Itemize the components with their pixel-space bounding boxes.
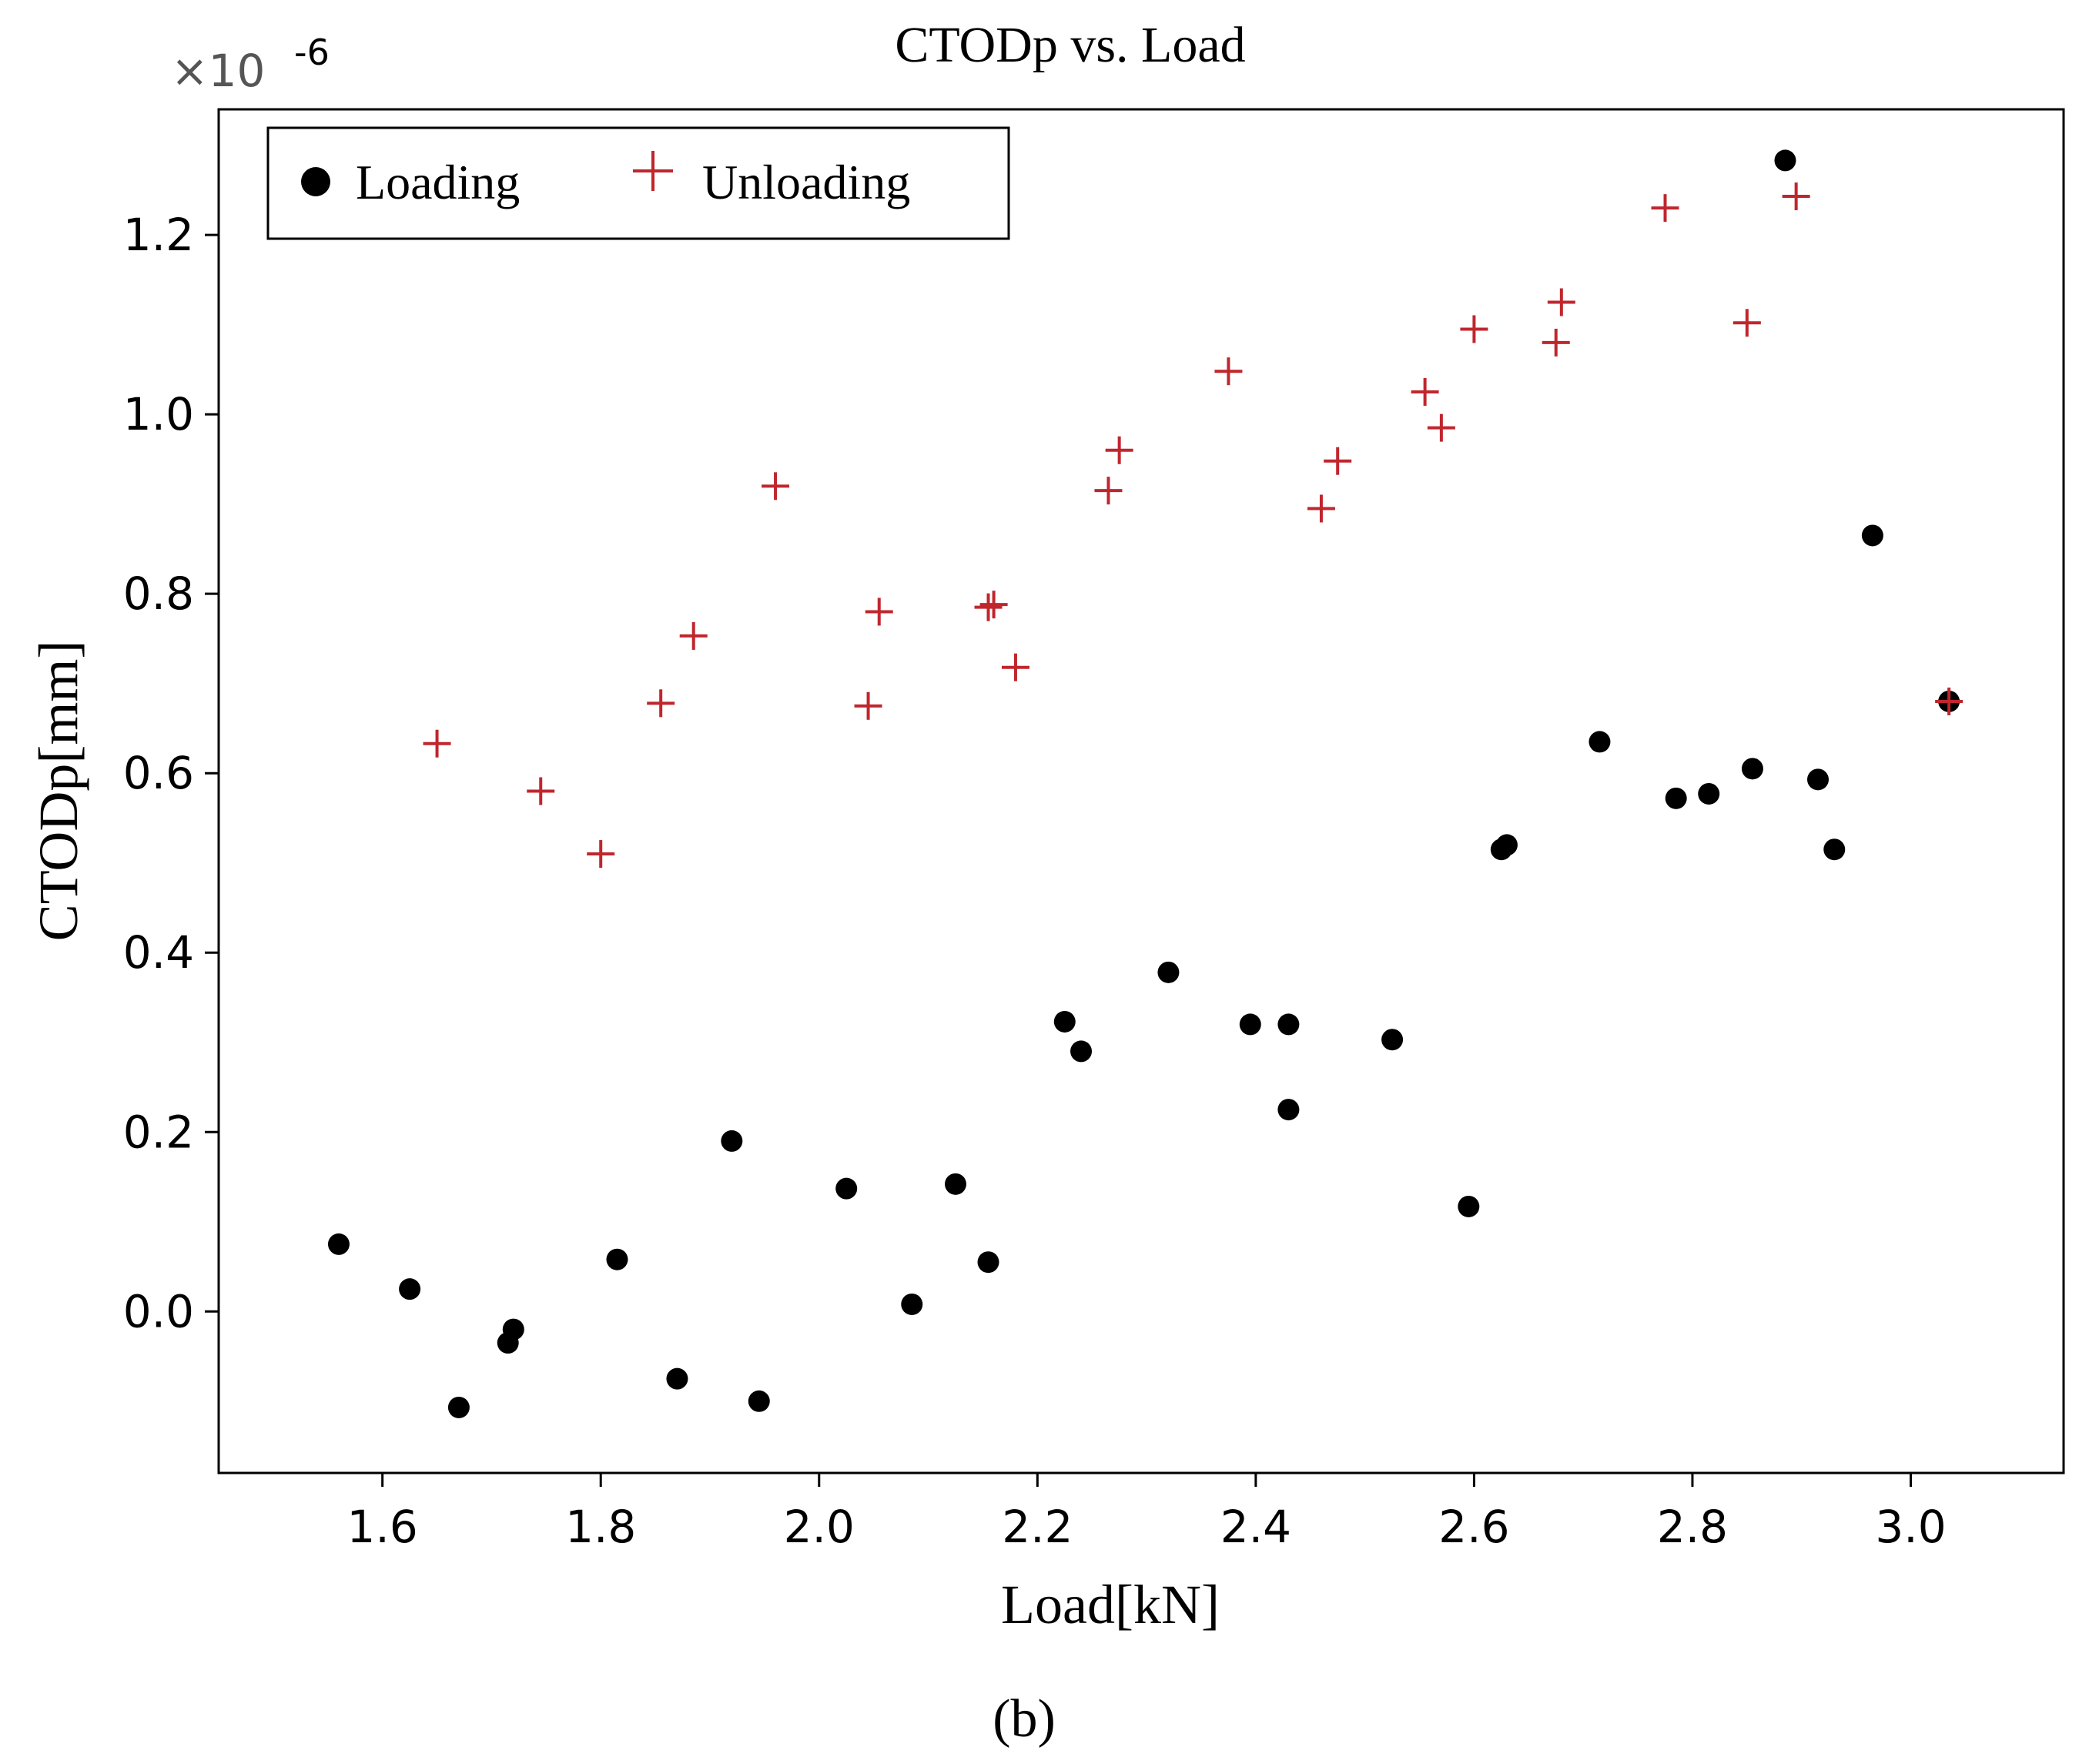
y-tick-label: 0.6 (123, 747, 194, 799)
x-tick-label: 2.8 (1657, 1501, 1728, 1553)
unloading-point (1001, 653, 1029, 681)
unloading-point (979, 591, 1008, 619)
y-tick-label: 1.2 (123, 209, 194, 261)
loading-point (666, 1367, 688, 1390)
y-multiplier-base: ×10 (171, 45, 265, 97)
unloading-point (647, 689, 675, 718)
unloading-point (679, 621, 708, 650)
y-tick-label: 0.2 (123, 1106, 194, 1158)
loading-point (944, 1173, 966, 1195)
chart-title: CTODp vs. Load (895, 17, 1245, 73)
loading-point (748, 1390, 770, 1412)
x-tick-label: 2.0 (784, 1501, 855, 1553)
loading-point (1458, 1195, 1480, 1217)
unloading-point (1105, 436, 1133, 464)
unloading-point (1460, 315, 1488, 343)
loading-point (1589, 731, 1611, 753)
legend-loading-marker (301, 167, 330, 196)
y-tick-label: 0.8 (123, 567, 194, 620)
loading-point (1277, 1099, 1300, 1121)
legend-frame (266, 126, 1010, 240)
loading-point (1741, 758, 1763, 780)
loading-point (835, 1177, 858, 1200)
loading-point (901, 1293, 923, 1315)
loading-point (399, 1278, 421, 1300)
unloading-point (1307, 494, 1335, 523)
loading-point (1277, 1013, 1300, 1036)
x-tick-label: 1.8 (565, 1501, 636, 1553)
unloading-point (1427, 413, 1455, 442)
x-tick-label: 1.6 (347, 1501, 418, 1553)
unloading-point (1542, 328, 1570, 356)
unloading-point (527, 777, 555, 805)
figure-caption: (b) (993, 1689, 1056, 1749)
loading-point (447, 1396, 470, 1418)
loading-point (977, 1251, 999, 1274)
unloading-point (1651, 194, 1679, 223)
loading-point (1495, 834, 1518, 856)
x-tick-label: 2.4 (1220, 1501, 1291, 1553)
x-tick-label: 2.6 (1438, 1501, 1509, 1553)
unloading-point (423, 729, 451, 758)
loading-point (1053, 1010, 1076, 1033)
loading-point (1070, 1040, 1093, 1063)
loading-point (1807, 768, 1830, 791)
loading-point (1823, 838, 1846, 861)
loading-point (327, 1233, 350, 1255)
unloading-point (1782, 182, 1810, 211)
series-layer (327, 149, 1963, 1418)
unloading-point (1935, 687, 1963, 715)
unloading-point (1411, 378, 1439, 407)
loading-point (1239, 1013, 1261, 1036)
loading-point (1381, 1029, 1404, 1051)
y-axis-label: CTODp[mm] (28, 641, 89, 942)
y-axis-ticks: 0.0 0.2 0.4 0.6 0.8 1.0 1.2 (123, 209, 219, 1337)
loading-point (1861, 524, 1883, 547)
loading-point (606, 1248, 628, 1270)
unloading-point (762, 472, 790, 500)
unloading-point (854, 691, 882, 720)
x-tick-label: 2.2 (1002, 1501, 1073, 1553)
loading-point (1774, 149, 1796, 172)
unloading-point (587, 840, 615, 869)
legend-unloading-marker (633, 151, 673, 191)
loading-point (1698, 782, 1720, 805)
legend: Loading Unloading (266, 126, 1010, 240)
unloading-point (1547, 288, 1575, 316)
loading-point (1665, 787, 1687, 809)
plot-area-frame (217, 108, 2065, 1474)
y-tick-label: 0.4 (123, 926, 194, 979)
unloading-point (1732, 309, 1761, 337)
loading-point (1157, 961, 1180, 983)
y-tick-label: 0.0 (123, 1285, 194, 1337)
legend-unloading-label: Unloading (702, 155, 910, 209)
unloading-point (1324, 447, 1352, 475)
x-axis-ticks: 1.6 1.8 2.0 2.2 2.4 2.6 2.8 3.0 (347, 1473, 1947, 1553)
unloading-point (974, 593, 1003, 621)
unloading-point (1094, 477, 1123, 505)
loading-point (721, 1130, 743, 1152)
loading-point (502, 1318, 524, 1341)
unloading-point (865, 597, 893, 626)
x-tick-label: 3.0 (1875, 1501, 1946, 1553)
legend-loading-label: Loading (356, 155, 520, 209)
y-tick-label: 1.0 (123, 388, 194, 440)
unloading-point (1214, 357, 1243, 386)
x-axis-label: Load[kN] (1001, 1574, 1220, 1635)
y-multiplier-exponent: -6 (294, 32, 330, 73)
y-multiplier: ×10 -6 (171, 32, 330, 97)
